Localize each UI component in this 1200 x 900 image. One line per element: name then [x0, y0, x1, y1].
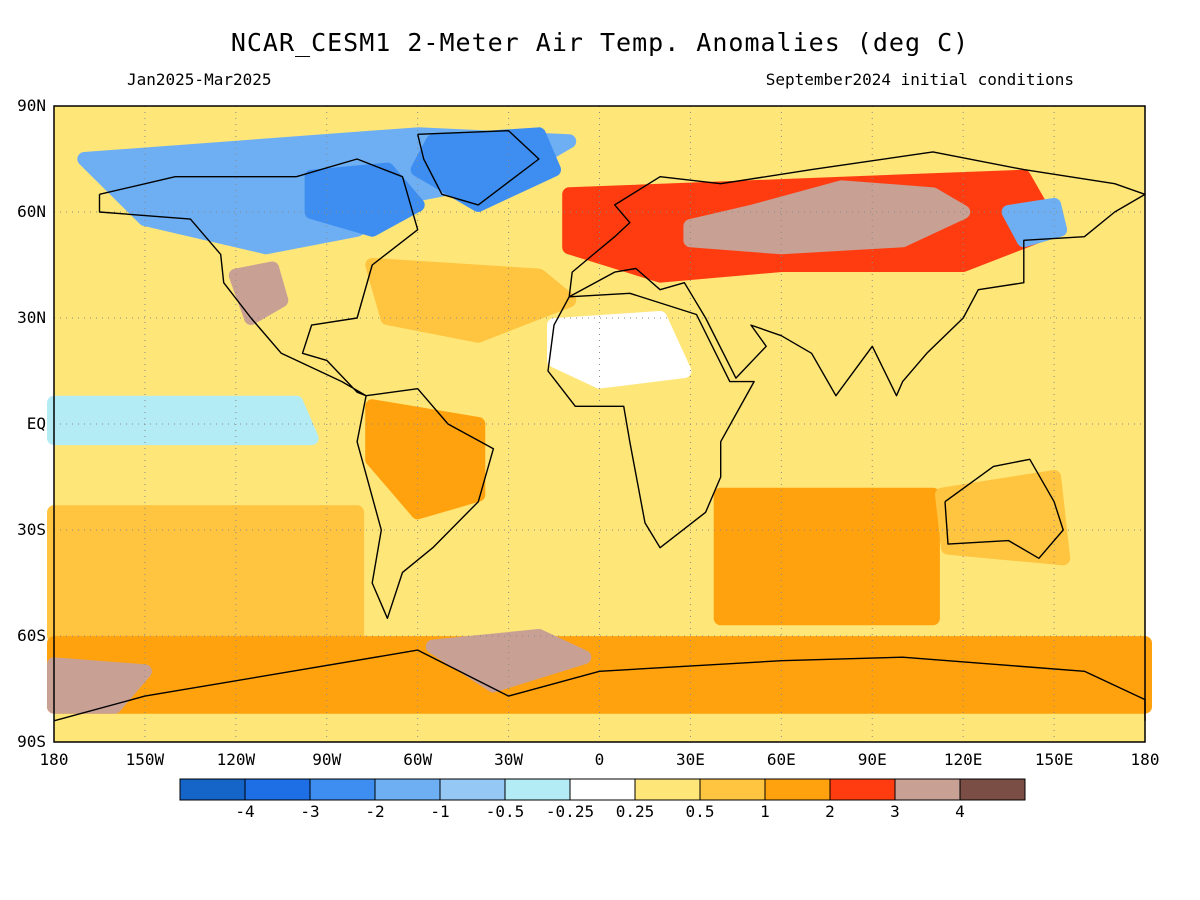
- colorbar-box: [959, 778, 1026, 801]
- coastline: [98, 158, 419, 397]
- lon-label: 180: [1130, 750, 1160, 769]
- colorbar-tick: 1: [760, 802, 770, 821]
- coastline: [944, 458, 1064, 559]
- colorbar-tick: 3: [890, 802, 900, 821]
- colorbar-box: [569, 778, 636, 801]
- colorbar-tick: -4: [235, 802, 255, 821]
- lat-label: 30S: [17, 520, 46, 539]
- region-siberia-hot: [683, 180, 971, 255]
- forecast-period: Jan2025-Mar2025: [127, 70, 272, 89]
- map-frame: [53, 105, 1146, 743]
- colorbar-tick: 2: [825, 802, 835, 821]
- lon-label: 0: [594, 750, 605, 769]
- lon-label: 90W: [312, 750, 342, 769]
- lon-label: 30W: [494, 750, 524, 769]
- coastlines: [53, 129, 1146, 722]
- lon-label: 150W: [125, 750, 165, 769]
- colorbar-tick: -3: [300, 802, 320, 821]
- page-title: NCAR_CESM1 2-Meter Air Temp. Anomalies (…: [230, 28, 970, 57]
- colorbar-tick: 0.25: [615, 802, 655, 821]
- lon-label: 60W: [403, 750, 433, 769]
- colorbar-box: [894, 778, 961, 801]
- colorbar-box: [244, 778, 311, 801]
- coastline: [53, 649, 1146, 722]
- colorbar-box: [699, 778, 766, 801]
- lon-label: 180: [39, 750, 69, 769]
- initial-conditions: September2024 initial conditions: [765, 70, 1074, 89]
- coastline: [417, 129, 540, 206]
- colorbar-tick: 0.5: [685, 802, 715, 821]
- region-labrador-cold: [304, 162, 425, 237]
- map-grid: [54, 106, 1145, 742]
- lat-label: 90S: [17, 732, 46, 751]
- colorbar-tick: 4: [955, 802, 965, 821]
- region-south-america-warm: [365, 399, 486, 520]
- coastline: [547, 292, 755, 549]
- region-western-us-hot: [228, 261, 289, 325]
- colorbar: [179, 778, 1026, 801]
- lon-label: 30E: [675, 750, 705, 769]
- lon-label: 60E: [766, 750, 796, 769]
- coastline: [356, 388, 495, 619]
- colorbar-box: [439, 778, 506, 801]
- colorbar-box: [764, 778, 831, 801]
- lat-label: 90N: [17, 96, 46, 115]
- colorbar-box: [829, 778, 896, 801]
- lat-label: 30N: [17, 308, 46, 327]
- lon-label: 150E: [1034, 750, 1074, 769]
- region-south-pacific-warm: [47, 505, 365, 643]
- lon-label: 90E: [857, 750, 887, 769]
- region-indian-ocean-warm: [713, 487, 940, 626]
- colorbar-tick: -1: [430, 802, 450, 821]
- region-greenland-cold: [410, 127, 561, 212]
- colorbar-box: [634, 778, 701, 801]
- colorbar-box: [309, 778, 376, 801]
- colorbar-tick: -0.25: [545, 802, 595, 821]
- region-okhotsk-cold: [1001, 197, 1068, 248]
- colorbar-box: [179, 778, 246, 801]
- region-weddell-hot: [425, 629, 592, 693]
- lat-label: EQ: [26, 414, 46, 433]
- colorbar-box: [504, 778, 571, 801]
- region-sahara-cool: [547, 311, 692, 389]
- region-australia-warm: [935, 470, 1071, 566]
- colorbar-tick: -0.5: [485, 802, 525, 821]
- colorbar-tick: -2: [365, 802, 385, 821]
- coastline: [568, 151, 1146, 397]
- lat-label: 60N: [17, 202, 46, 221]
- lon-label: 120E: [943, 750, 983, 769]
- region-equatorial-pacific-cool: [47, 395, 319, 446]
- lat-label: 60S: [17, 626, 46, 645]
- colorbar-box: [374, 778, 441, 801]
- lon-label: 120W: [216, 750, 256, 769]
- region-north-atlantic-warm: [365, 258, 577, 343]
